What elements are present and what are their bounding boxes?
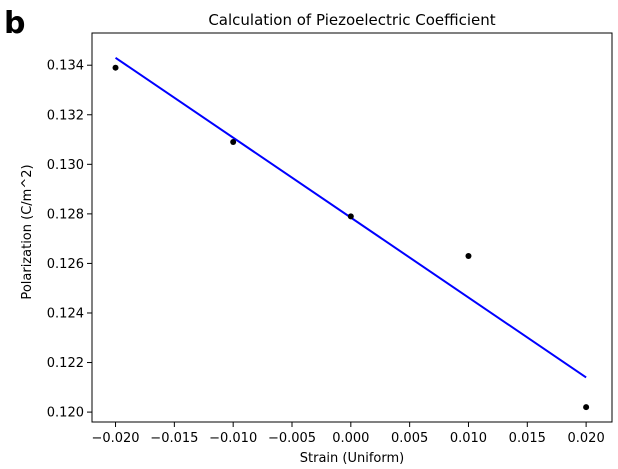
x-tick-label: 0.000 <box>332 431 369 446</box>
data-point <box>583 404 590 411</box>
y-axis-label: Polarization (C/m^2) <box>20 164 35 299</box>
data-point <box>465 252 472 259</box>
panel-label: b <box>4 6 26 41</box>
x-tick-label: 0.020 <box>568 431 605 446</box>
x-tick-label: 0.010 <box>450 431 487 446</box>
chart-title: Calculation of Piezoelectric Coefficient <box>208 11 495 29</box>
y-tick-label: 0.128 <box>47 207 84 222</box>
data-point <box>347 213 354 220</box>
y-tick-label: 0.122 <box>47 356 84 371</box>
x-axis-label: Strain (Uniform) <box>300 451 404 466</box>
x-tick-label: −0.015 <box>150 431 198 446</box>
y-tick-label: 0.126 <box>47 257 84 272</box>
y-tick-label: 0.130 <box>47 158 84 173</box>
y-tick-label: 0.132 <box>47 108 84 123</box>
y-tick-label: 0.120 <box>47 406 84 421</box>
plot-area: −0.020 −0.015 −0.010 −0.005 0.000 0.005 0.010 0… <box>47 32 613 446</box>
x-tick-label: 0.005 <box>391 431 428 446</box>
x-tick-label: −0.020 <box>91 431 139 446</box>
data-point <box>230 139 237 146</box>
data-point <box>112 64 119 71</box>
plot-frame <box>91 32 613 423</box>
x-tick-label: 0.015 <box>509 431 546 446</box>
x-tick-label: −0.005 <box>268 431 316 446</box>
y-tick-label: 0.134 <box>47 59 84 74</box>
y-tick-label: 0.124 <box>47 306 84 321</box>
x-tick-label: −0.010 <box>209 431 257 446</box>
